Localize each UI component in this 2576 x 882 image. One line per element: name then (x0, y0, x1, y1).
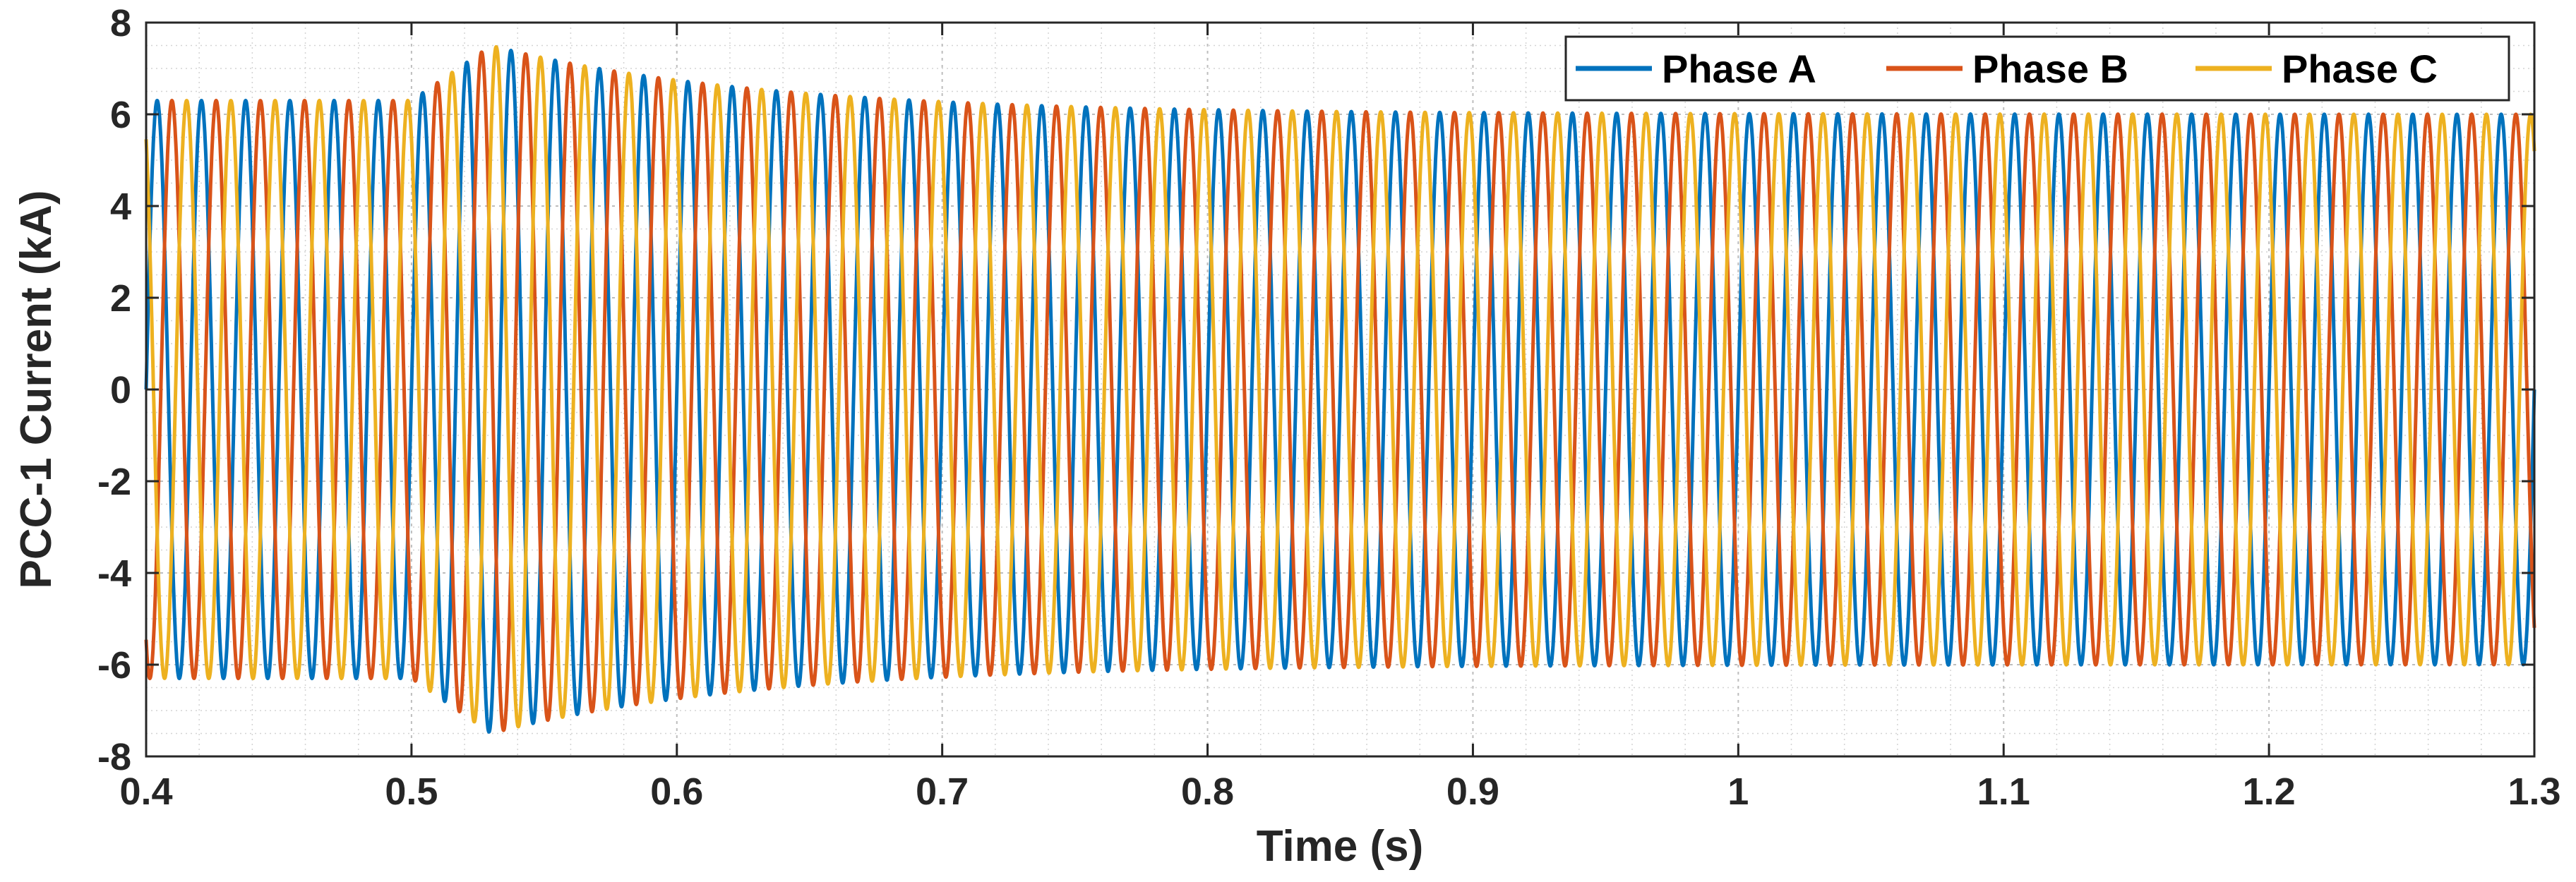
y-tick-label: -6 (97, 644, 131, 687)
legend-label-phase-b: Phase B (1972, 47, 2128, 91)
x-tick-label: 1.2 (2243, 771, 2296, 813)
y-tick-label: -8 (97, 736, 131, 778)
series-line-phase-c (144, 44, 2536, 729)
y-tick-label: 4 (110, 186, 131, 228)
y-tick-label: 6 (110, 94, 131, 136)
legend-box (1564, 35, 2510, 102)
x-tick-label: 0.5 (385, 771, 438, 813)
y-tick-label: -2 (97, 461, 131, 503)
x-tick-label: 0.9 (1446, 771, 1499, 813)
legend-label-phase-c: Phase C (2282, 47, 2438, 91)
x-tick-label: 1.1 (1977, 771, 2030, 813)
y-tick-label: 2 (110, 277, 131, 320)
series-layer (144, 44, 2536, 734)
x-axis-title: Time (s) (1257, 822, 1424, 871)
x-tick-label: 0.6 (650, 771, 703, 813)
tick-layer: 0.4 0.5 0.6 0.7 0.8 0.9 1 1.1 1.2 1.3 -8 -6 -4 -2 0 2 4 6… (97, 2, 2561, 813)
series-line-phase-b (144, 50, 2536, 732)
y-tick-label: 0 (110, 369, 131, 411)
legend-label-phase-a: Phase A (1662, 47, 1816, 91)
legend: Phase A Phase B Phase C (1564, 35, 2510, 102)
x-tick-label: 0.7 (916, 771, 969, 813)
x-tick-label: 0.4 (119, 771, 172, 813)
y-tick-label: -4 (97, 552, 131, 595)
y-axis-title: PCC-1 Current (kA) (12, 191, 61, 589)
x-tick-label: 1 (1727, 771, 1749, 813)
x-tick-label: 1.3 (2508, 771, 2560, 813)
x-tick-label: 0.8 (1181, 771, 1234, 813)
series-line-phase-a (144, 49, 2536, 734)
y-tick-label: 8 (110, 2, 131, 44)
